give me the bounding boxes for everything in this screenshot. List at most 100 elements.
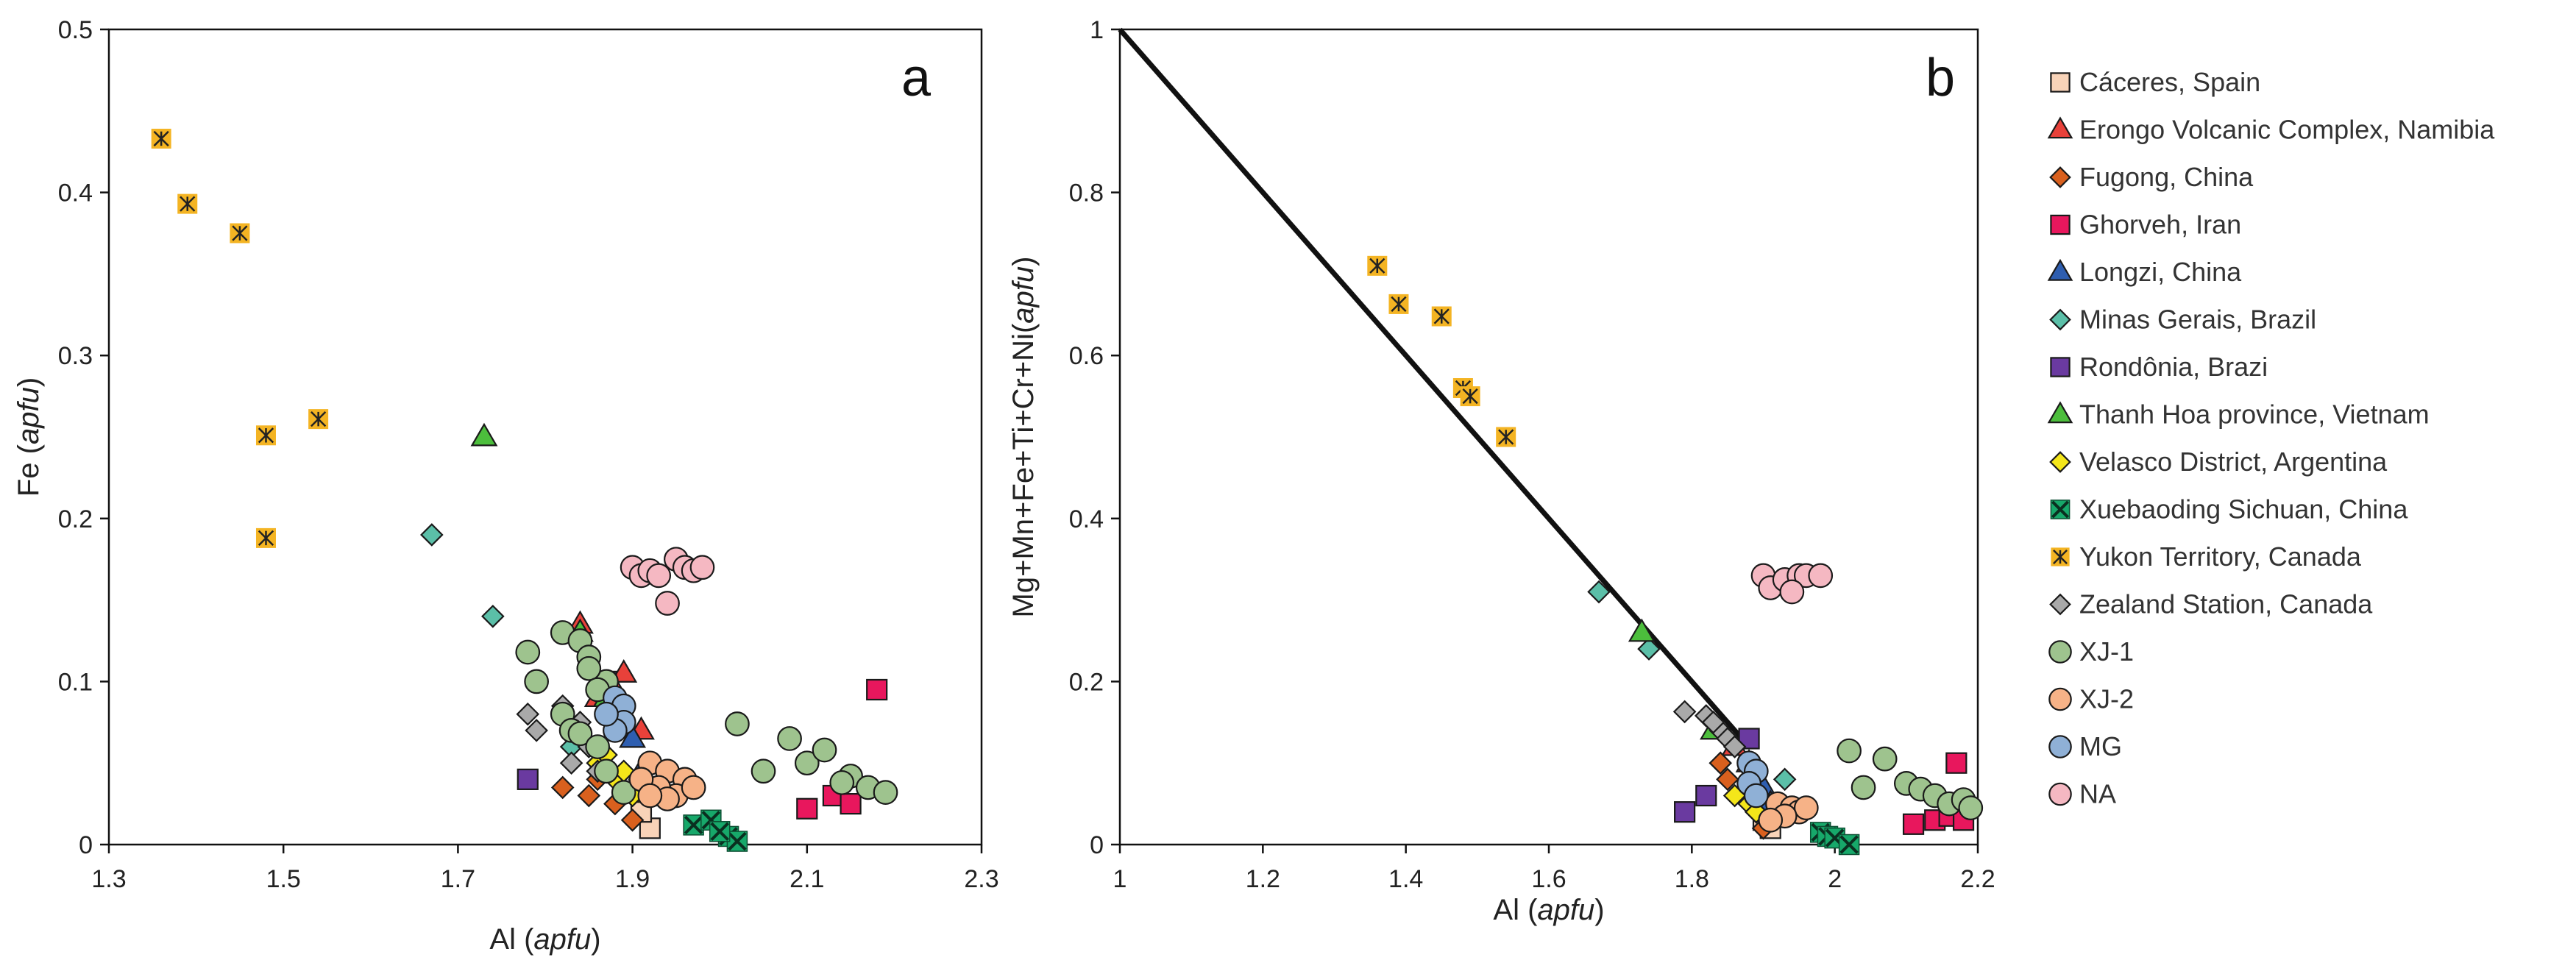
panel-a-point-rondonia-brazi	[517, 768, 539, 790]
panel-a-point-minas-gerais-brazil	[481, 604, 505, 628]
panel-b-ytick-label: 0.6	[1069, 342, 1104, 370]
panel-b-point-xj-2	[1758, 807, 1784, 833]
legend-marker-mg	[2048, 735, 2072, 758]
legend-marker-ghorveh-iran	[2050, 214, 2071, 235]
panel-b-point-xj-1	[1837, 738, 1862, 764]
panel-a-plot-area	[107, 28, 983, 846]
panel-b-x-axis-title: Al (apfu)	[1493, 894, 1604, 926]
legend-item-thanh-hoa-province-vietnam: Thanh Hoa province, Vietnam	[2047, 399, 2430, 430]
legend-marker-zealand-station-canada	[2049, 593, 2071, 616]
panel-b-y-axis-title: Mg+Mn+Fe+Ti+Cr+Ni(apfu)	[1007, 257, 1040, 618]
panel-a-ticks: 1.3 1.5 1.7 1.9 2.1 2.3 0 0.1 0.2 0.3 0.4 0.5	[58, 16, 999, 893]
panel-b-point-fugong-china	[1716, 767, 1739, 792]
panel-b-point-minas-gerais-brazil	[1587, 580, 1611, 604]
panel-a-point-na	[646, 563, 672, 589]
panel-b-ytick-label: 0.2	[1069, 668, 1104, 696]
panel-a-xtick-label: 2.1	[790, 865, 824, 893]
panel-a-point-ghorveh-iran	[866, 678, 888, 701]
panel-a-x-axis-title: Al (apfu)	[489, 923, 600, 956]
panel-a-point-xj-2	[637, 783, 663, 809]
legend-item-xj-2: XJ-2	[2048, 684, 2134, 714]
legend-marker-xuebaoding-sichuan-china	[2050, 500, 2071, 519]
panel-a-ytick-label: 0.3	[58, 342, 93, 370]
legend-item-xuebaoding-sichuan-china: Xuebaoding Sichuan, China	[2050, 494, 2408, 525]
panel-a-point-xj-1	[794, 750, 820, 776]
panel-a-ytick-label: 0.1	[58, 668, 93, 696]
legend-item-zealand-station-canada: Zealand Station, Canada	[2049, 589, 2373, 619]
legend-label: XJ-1	[2079, 636, 2134, 667]
legend-label: MG	[2079, 731, 2122, 761]
panel-b-point-zealand-station-canada	[1672, 700, 1697, 724]
panel-b-point-minas-gerais-brazil	[1637, 637, 1661, 661]
panel-b-point-zealand-station-canada	[1701, 710, 1725, 734]
panel-b-letter: b	[1926, 49, 1955, 107]
panel-b-point-xuebaoding-sichuan-china	[1838, 834, 1860, 856]
panel-a-point-yukon-territory-canada	[230, 223, 250, 244]
panel-a-xtick-label: 2.3	[964, 865, 998, 893]
panel-b-point-ghorveh-iran	[1902, 813, 1925, 835]
legend-marker-velasco-district-argentina	[2049, 451, 2071, 473]
panel-a-letter: a	[901, 49, 932, 107]
panel-a-point-longzi-china	[619, 724, 647, 748]
legend-marker-rondonia-brazi	[2050, 357, 2071, 377]
panel-a-point-yukon-territory-canada	[177, 193, 198, 214]
panel-b-point-na	[1779, 579, 1805, 605]
panel-b-point-zealand-station-canada	[1722, 735, 1747, 758]
legend-marker-minas-gerais-brazil	[2049, 308, 2071, 331]
panel-b-point-xj-2	[1793, 795, 1819, 820]
panel-b-xtick-label: 1.4	[1388, 865, 1423, 893]
panel-a-point-xj-2	[681, 775, 706, 800]
panel-a-point-thanh-hoa-province-vietnam	[470, 422, 498, 447]
legend-label: Ghorveh, Iran	[2079, 210, 2241, 240]
panel-a-point-xj-1	[567, 721, 593, 747]
legend-marker-fugong-china	[2049, 166, 2071, 188]
legend-item-caceres-spain: Cáceres, Spain	[2050, 67, 2260, 97]
panel-b-ytick-label: 0.4	[1069, 505, 1104, 533]
panel-b-xtick-label: 2.2	[1960, 865, 1995, 893]
legend-item-yukon-territory-canada: Yukon Territory, Canada	[2051, 541, 2362, 572]
panel-a-point-fugong-china	[577, 783, 601, 808]
legend-marker-erongo-volcanic-complex-namibia	[2047, 116, 2073, 139]
legend-item-erongo-volcanic-complex-namibia: Erongo Volcanic Complex, Namibia	[2047, 115, 2495, 145]
panel-a-point-xj-1	[812, 737, 837, 763]
legend-marker-yukon-territory-canada	[2051, 547, 2070, 566]
panel-a-ytick-label: 0.4	[58, 180, 93, 207]
panel-a-point-ghorveh-iran	[796, 797, 818, 820]
panel-b-ytick-label: 1	[1090, 16, 1104, 44]
panel-a-ytick-label: 0.2	[58, 505, 93, 533]
panel-a-point-xj-1	[829, 770, 855, 795]
legend-label: Fugong, China	[2079, 162, 2254, 192]
panel-a-point-erongo-volcanic-complex-namibia	[610, 659, 638, 683]
panel-b-xtick-label: 1.8	[1675, 865, 1709, 893]
legend-marker-longzi-china	[2047, 258, 2073, 281]
panel-b-point-yukon-territory-canada	[1460, 386, 1480, 407]
panel-a-point-zealand-station-canada	[559, 751, 583, 775]
panel-a-xtick-label: 1.9	[615, 865, 650, 893]
panel-b-point-yukon-territory-canada	[1496, 427, 1516, 447]
panel-a-point-xj-1	[576, 655, 602, 681]
panel-b-point-xj-1	[1872, 746, 1898, 772]
legend-item-ghorveh-iran: Ghorveh, Iran	[2050, 210, 2241, 240]
legend-marker-xj-1	[2048, 640, 2072, 664]
panel-b-point-minas-gerais-brazil	[1773, 767, 1797, 792]
panel-a-point-xj-1	[585, 734, 611, 759]
panel-a-point-xj-1	[777, 726, 802, 751]
panel-a-point-yukon-territory-canada	[255, 527, 276, 548]
legend-item-longzi-china: Longzi, China	[2047, 257, 2242, 287]
legend-label: Zealand Station, Canada	[2079, 589, 2373, 619]
panel-a-point-yukon-territory-canada	[151, 128, 171, 149]
legend-label: Erongo Volcanic Complex, Namibia	[2079, 115, 2495, 145]
panel-a-xtick-label: 1.5	[266, 865, 301, 893]
legend-item-rondonia-brazi: Rondônia, Brazi	[2050, 352, 2268, 382]
panel-a-point-zealand-station-canada	[525, 719, 548, 742]
legend: Cáceres, Spain Erongo Volcanic Complex, N…	[2047, 67, 2495, 809]
legend-marker-xj-2	[2048, 687, 2072, 711]
legend-label: Cáceres, Spain	[2079, 67, 2260, 97]
panel-b-xtick-label: 2	[1828, 865, 1842, 893]
panel-a-marks	[151, 128, 898, 852]
legend-label: XJ-2	[2079, 684, 2134, 714]
legend-label: Minas Gerais, Brazil	[2079, 305, 2316, 335]
panel-b-ticks: 1 1.2 1.4 1.6 1.8 2 2.2 0 0.2 0.4 0.6 0.8 1	[1069, 16, 1995, 893]
panel-a-point-xj-1	[751, 758, 776, 784]
panel-a-point-fugong-china	[620, 808, 645, 832]
